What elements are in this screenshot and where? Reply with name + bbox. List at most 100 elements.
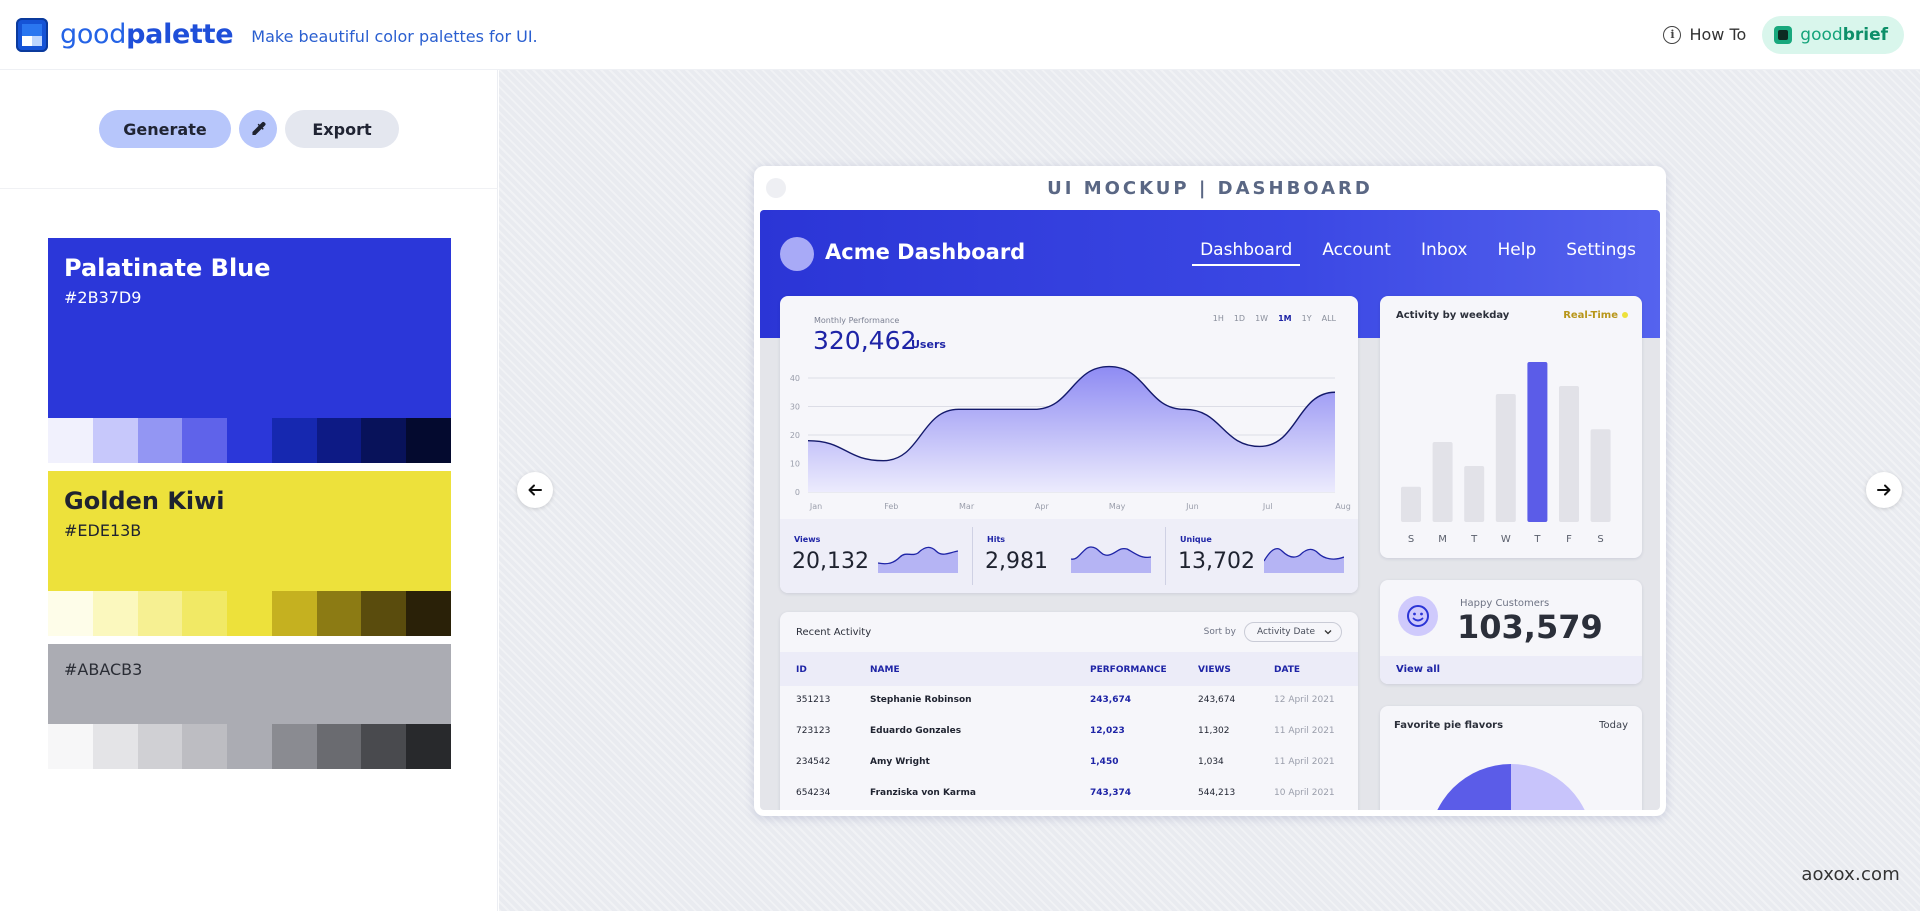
- col-performance[interactable]: PERFORMANCE: [1090, 665, 1167, 675]
- shade-chip[interactable]: [271, 724, 317, 769]
- range-all[interactable]: ALL: [1321, 314, 1336, 323]
- range-1m[interactable]: 1M: [1278, 314, 1292, 323]
- nav-help[interactable]: Help: [1497, 240, 1537, 260]
- range-1w[interactable]: 1W: [1255, 314, 1269, 323]
- table-row[interactable]: 351213 Stephanie Robinson 243,674 243,674 12…: [780, 686, 1358, 716]
- shade-chip[interactable]: [48, 724, 93, 769]
- shade-chip[interactable]: [271, 591, 317, 636]
- table-row[interactable]: 654234 Franziska von Karma 743,374 544,213 1…: [780, 779, 1358, 809]
- table-row[interactable]: 234542 Amy Wright 1,450 1,034 11 April 2021: [780, 748, 1358, 778]
- col-name[interactable]: NAME: [870, 665, 900, 675]
- shade-chip[interactable]: [227, 591, 272, 636]
- avatar[interactable]: [780, 237, 814, 271]
- generate-button[interactable]: Generate: [99, 110, 231, 148]
- shade-chip[interactable]: [361, 591, 407, 636]
- table-cell-perf: 743,374: [1090, 788, 1131, 798]
- weekday-bar[interactable]: [1495, 394, 1516, 522]
- sort-select[interactable]: Activity Date: [1243, 622, 1342, 642]
- export-button[interactable]: Export: [285, 110, 399, 148]
- y-tick-label: 10: [790, 460, 800, 469]
- swatch-name: Palatinate Blue: [64, 254, 271, 282]
- how-to-label: How To: [1689, 25, 1747, 44]
- weekday-bar[interactable]: [1559, 386, 1579, 522]
- col-id[interactable]: ID: [796, 665, 807, 675]
- table-cell-date: 10 April 2021: [1274, 788, 1335, 798]
- mini-stat-hits: Hits 2,981: [972, 527, 1165, 585]
- shade-chip[interactable]: [182, 724, 228, 769]
- weekday-label: S: [1408, 534, 1414, 545]
- shade-chip[interactable]: [137, 724, 183, 769]
- swatch-main-color[interactable]: Palatinate Blue #2B37D9: [48, 238, 451, 418]
- shade-chip[interactable]: [316, 591, 362, 636]
- swatch-gray[interactable]: #ABACB3: [48, 644, 452, 769]
- live-dot-icon: [1622, 312, 1628, 318]
- shade-chip[interactable]: [92, 418, 138, 463]
- range-1y[interactable]: 1Y: [1301, 314, 1312, 323]
- mini-stat-label: Views: [794, 535, 821, 544]
- pie-flavors-card: Favorite pie flavors Today: [1380, 706, 1642, 810]
- brand-name[interactable]: goodpalette: [60, 19, 234, 50]
- pie-period[interactable]: Today: [1599, 720, 1628, 731]
- shade-chip[interactable]: [361, 724, 407, 769]
- swatch-shades: [48, 591, 452, 636]
- swatch-name: Golden Kiwi: [64, 487, 225, 515]
- weekday-bar[interactable]: [1432, 442, 1453, 522]
- col-views[interactable]: VIEWS: [1198, 665, 1231, 675]
- swatch-hex: #EDE13B: [64, 521, 142, 540]
- goodbrief-button[interactable]: goodbrief: [1762, 15, 1904, 54]
- panel-divider: [0, 188, 498, 189]
- arrow-right-icon: [1877, 484, 1891, 496]
- shade-chip[interactable]: [92, 591, 138, 636]
- nav-account[interactable]: Account: [1322, 240, 1391, 260]
- table-cell-perf: 243,674: [1090, 695, 1131, 705]
- nav-settings[interactable]: Settings: [1566, 240, 1636, 260]
- shade-chip[interactable]: [182, 418, 228, 463]
- color-picker-button[interactable]: [239, 110, 277, 148]
- series-line: [807, 365, 1336, 462]
- mockup-screen: Acme Dashboard Dashboard Account Inbox H…: [760, 210, 1660, 810]
- mini-stat-unique: Unique 13,702: [1165, 527, 1358, 585]
- weekday-bar[interactable]: [1527, 362, 1548, 522]
- weekday-label: W: [1501, 534, 1511, 545]
- swatch-main-color[interactable]: Golden Kiwi #EDE13B: [48, 471, 451, 591]
- shade-chip[interactable]: [137, 591, 183, 636]
- sparkline: [878, 546, 958, 573]
- weekday-title: Activity by weekday: [1396, 310, 1510, 321]
- nav-dashboard[interactable]: Dashboard: [1192, 240, 1301, 266]
- swatch-palatinate-blue[interactable]: Palatinate Blue #2B37D9: [48, 238, 452, 463]
- shade-chip[interactable]: [406, 724, 452, 769]
- palette-panel: Generate Export Palatinate Blue #2B37D9 …: [0, 70, 498, 911]
- how-to-link[interactable]: i How To: [1663, 25, 1746, 44]
- shade-chip[interactable]: [137, 418, 183, 463]
- shade-chip[interactable]: [271, 418, 317, 463]
- swatch-main-color[interactable]: #ABACB3: [48, 644, 451, 724]
- swatch-golden-kiwi[interactable]: Golden Kiwi #EDE13B: [48, 471, 452, 636]
- shade-chip[interactable]: [182, 591, 228, 636]
- col-date[interactable]: DATE: [1274, 665, 1301, 675]
- goodpalette-logo-icon[interactable]: [16, 17, 48, 52]
- view-all-link[interactable]: View all: [1396, 664, 1441, 675]
- shade-chip[interactable]: [227, 724, 272, 769]
- shade-chip[interactable]: [227, 418, 272, 463]
- table-cell-perf: 1,450: [1090, 757, 1119, 767]
- shade-chip[interactable]: [361, 418, 407, 463]
- shade-chip[interactable]: [316, 724, 362, 769]
- weekday-bar[interactable]: [1401, 486, 1421, 522]
- nav-inbox[interactable]: Inbox: [1420, 240, 1468, 260]
- shade-chip[interactable]: [48, 591, 93, 636]
- top-bar: goodpalette Make beautiful color palette…: [0, 0, 1920, 70]
- next-mockup-button[interactable]: [1866, 472, 1902, 508]
- table-row[interactable]: 723123 Eduardo Gonzales 12,023 11,302 11 Apr…: [780, 717, 1358, 747]
- mini-stats: Views 20,132 Hits 2,981 Unique 13,702: [780, 519, 1358, 593]
- range-1d[interactable]: 1D: [1233, 314, 1246, 323]
- shade-chip[interactable]: [406, 418, 452, 463]
- shade-chip[interactable]: [406, 591, 452, 636]
- weekday-bar[interactable]: [1464, 466, 1485, 522]
- shade-chip[interactable]: [48, 418, 93, 463]
- shade-chip[interactable]: [316, 418, 362, 463]
- shade-chip[interactable]: [92, 724, 138, 769]
- weekday-bar[interactable]: [1590, 429, 1611, 522]
- range-1h[interactable]: 1H: [1212, 314, 1224, 323]
- previous-mockup-button[interactable]: [517, 472, 553, 508]
- chevron-down-icon: [1324, 630, 1332, 635]
